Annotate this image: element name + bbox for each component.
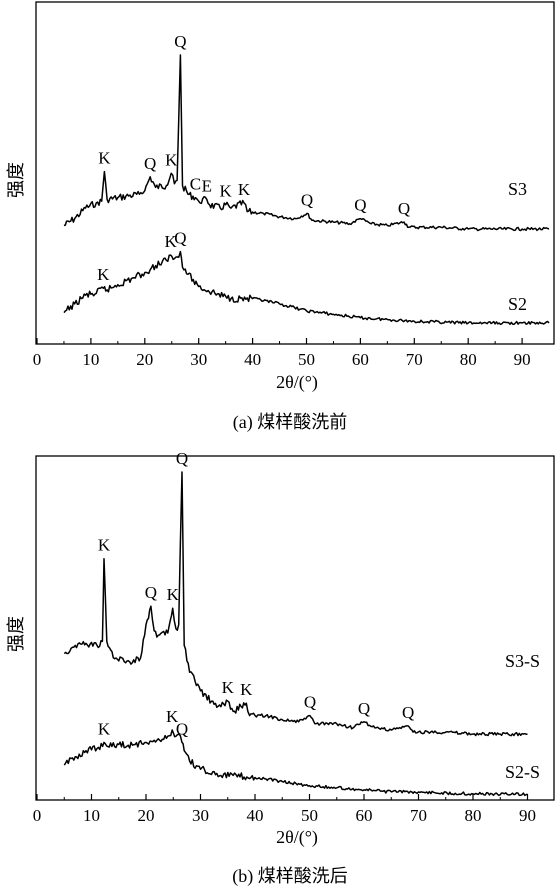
- x-tick-label: 20: [138, 806, 155, 825]
- x-tick-label: 0: [33, 806, 42, 825]
- x-tick-label: 70: [406, 350, 423, 369]
- peak-label: Q: [176, 449, 188, 468]
- panel-a-xlabel: 2θ/(°): [276, 372, 318, 393]
- series-label-s3-s: S3-S: [505, 651, 540, 671]
- x-tick-label: 60: [352, 350, 369, 369]
- peak-label: Q: [304, 693, 316, 712]
- peak-label: E: [202, 176, 212, 195]
- x-tick-label: 50: [298, 350, 315, 369]
- panel-b-x-axis-title: 2θ/(°): [276, 827, 318, 848]
- peak-label: Q: [398, 199, 410, 218]
- x-tick-label: 30: [192, 806, 209, 825]
- x-tick-label: 10: [82, 350, 99, 369]
- series-line-s3: [63, 54, 550, 232]
- panel-b-caption: (b) 煤样酸洗后: [232, 866, 348, 887]
- peak-label: Q: [145, 583, 157, 602]
- x-tick-label: 90: [514, 350, 531, 369]
- peak-label: K: [220, 182, 233, 201]
- x-tick-label: 30: [190, 350, 207, 369]
- peak-label: K: [166, 707, 179, 726]
- peak-label: K: [240, 680, 253, 699]
- panel-b-frame: [35, 455, 555, 801]
- panel-a-frame: [35, 1, 555, 345]
- panel-b-xlabel: 2θ/(°): [276, 827, 318, 848]
- peak-label: C: [190, 175, 201, 194]
- peak-label: Q: [358, 699, 370, 718]
- x-tick-label: 50: [301, 806, 318, 825]
- peak-label: K: [98, 149, 111, 168]
- peak-label: K: [165, 150, 178, 169]
- peak-label: K: [222, 678, 235, 697]
- series-line-s2: [63, 250, 550, 326]
- peak-label: Q: [174, 32, 186, 51]
- panel-a-curves: [63, 54, 550, 326]
- peak-label: K: [98, 719, 111, 738]
- panel-b-curves: [63, 471, 528, 797]
- peak-label: Q: [301, 190, 313, 209]
- panel-b-y-axis-title: 强度: [6, 616, 26, 652]
- x-tick-label: 80: [465, 806, 482, 825]
- x-tick-label: 80: [460, 350, 477, 369]
- peak-label: Q: [144, 154, 156, 173]
- peak-label: K: [97, 265, 110, 284]
- peak-label: Q: [354, 196, 366, 215]
- panel-a-x-axis: 0 10 20 30 40 50 60 70 80 90: [33, 338, 531, 369]
- x-tick-label: 60: [356, 806, 373, 825]
- series-label-s3: S3: [508, 179, 527, 199]
- x-tick-label: 90: [519, 806, 536, 825]
- series-line-s3-s: [63, 471, 528, 737]
- panel-a-x-axis-title: 2θ/(°): [276, 372, 318, 393]
- x-tick-label: 40: [247, 806, 264, 825]
- x-tick-label: 0: [33, 350, 42, 369]
- series-line-s2-s: [63, 729, 528, 797]
- peak-label: K: [167, 585, 180, 604]
- series-label-s2: S2: [508, 294, 527, 314]
- peak-label: Q: [402, 703, 414, 722]
- series-label-s2-s: S2-S: [505, 762, 540, 782]
- peak-label: K: [98, 536, 111, 555]
- peak-label: K: [165, 232, 178, 251]
- peak-label: K: [238, 180, 251, 199]
- peak-label: Q: [174, 229, 186, 248]
- x-tick-label: 10: [83, 806, 100, 825]
- panel-a-y-axis-title: 强度: [6, 162, 26, 198]
- panel-b-x-axis: 0 10 20 30 40 50 60 70 80 90: [33, 794, 536, 825]
- panel-a-caption: (a) 煤样酸洗前: [233, 412, 347, 433]
- x-tick-label: 70: [410, 806, 427, 825]
- x-tick-label: 20: [136, 350, 153, 369]
- peak-label: Q: [176, 719, 188, 738]
- x-tick-label: 40: [244, 350, 261, 369]
